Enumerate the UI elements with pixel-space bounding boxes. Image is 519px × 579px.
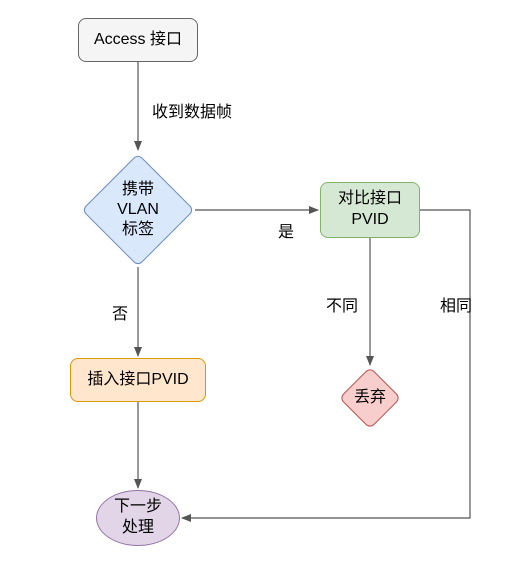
discard-node: 丢弃 (339, 367, 401, 429)
edge-label-same: 相同 (440, 292, 472, 316)
decision-label-2: VLAN (117, 201, 159, 218)
compare-label-1: 对比接口 (338, 190, 402, 207)
start-node: Access 接口 (78, 18, 198, 62)
decision-label-3: 标签 (122, 221, 154, 238)
start-label: Access 接口 (94, 30, 182, 51)
next-label-1: 下一步 (114, 498, 162, 515)
compare-node: 对比接口 PVID (320, 182, 420, 238)
edge-label-receive: 收到数据帧 (152, 98, 232, 122)
next-label-2: 处理 (122, 519, 154, 536)
decision-label-1: 携带 (122, 181, 154, 198)
edge-label-diff: 不同 (326, 292, 358, 316)
insert-node: 插入接口PVID (70, 358, 206, 402)
decision-node: 携带 VLAN 标签 (81, 153, 195, 267)
insert-label: 插入接口PVID (87, 370, 188, 391)
discard-label: 丢弃 (354, 389, 386, 406)
edge-label-no: 否 (112, 300, 128, 324)
compare-label-2: PVID (351, 211, 388, 228)
flow-edges (0, 0, 519, 579)
edge-label-yes: 是 (278, 218, 294, 242)
next-node: 下一步 处理 (96, 490, 180, 546)
